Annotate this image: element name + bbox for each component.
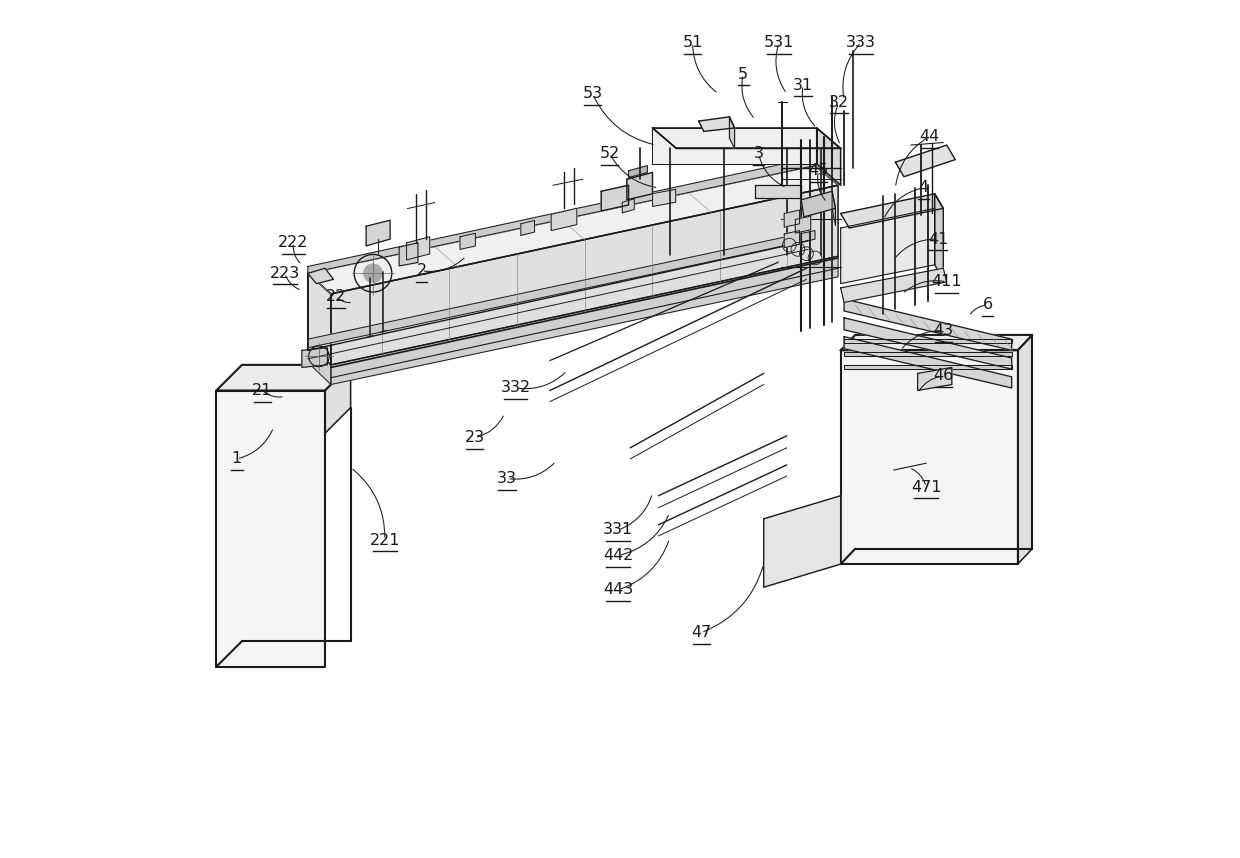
Circle shape <box>363 264 382 282</box>
Polygon shape <box>764 496 841 587</box>
Text: 471: 471 <box>911 480 941 495</box>
Polygon shape <box>629 166 647 178</box>
Polygon shape <box>622 199 634 213</box>
Text: 33: 33 <box>497 471 517 486</box>
Text: 41: 41 <box>928 232 949 246</box>
Text: 1: 1 <box>232 451 242 467</box>
Polygon shape <box>331 185 838 365</box>
Polygon shape <box>366 221 391 246</box>
Polygon shape <box>1018 335 1032 564</box>
Text: 32: 32 <box>828 94 849 110</box>
Text: 332: 332 <box>501 380 531 396</box>
Polygon shape <box>698 117 734 131</box>
Polygon shape <box>841 269 946 302</box>
Polygon shape <box>841 208 935 284</box>
Text: 51: 51 <box>682 35 703 50</box>
Text: 47: 47 <box>691 625 712 640</box>
Text: 4: 4 <box>919 180 929 196</box>
Text: 21: 21 <box>252 383 273 398</box>
Polygon shape <box>755 185 801 198</box>
Polygon shape <box>627 172 652 200</box>
Polygon shape <box>652 128 817 164</box>
Polygon shape <box>308 157 815 274</box>
Polygon shape <box>844 299 1012 350</box>
Polygon shape <box>216 390 325 667</box>
Polygon shape <box>817 128 841 185</box>
Polygon shape <box>841 194 944 228</box>
Polygon shape <box>801 191 836 217</box>
Text: 3: 3 <box>754 146 764 161</box>
Polygon shape <box>308 166 838 294</box>
Text: 333: 333 <box>846 35 877 50</box>
Polygon shape <box>325 365 351 433</box>
Polygon shape <box>331 257 838 384</box>
Polygon shape <box>844 317 1012 369</box>
Polygon shape <box>844 339 1012 343</box>
Polygon shape <box>784 210 800 227</box>
Text: 223: 223 <box>269 266 300 281</box>
Text: 531: 531 <box>764 35 795 50</box>
Text: 411: 411 <box>931 275 962 289</box>
Polygon shape <box>399 243 418 266</box>
Text: 45: 45 <box>808 163 828 178</box>
Polygon shape <box>844 336 1012 388</box>
Polygon shape <box>308 343 331 384</box>
Text: 22: 22 <box>326 289 346 304</box>
Polygon shape <box>832 191 836 226</box>
Polygon shape <box>308 269 334 284</box>
Text: 331: 331 <box>603 523 634 537</box>
Polygon shape <box>784 231 800 248</box>
Polygon shape <box>895 145 955 177</box>
Polygon shape <box>652 190 676 207</box>
Text: 23: 23 <box>465 430 485 445</box>
Text: 443: 443 <box>603 583 634 597</box>
Text: 221: 221 <box>370 533 401 547</box>
Polygon shape <box>729 117 734 148</box>
Text: 52: 52 <box>600 146 620 161</box>
Text: 44: 44 <box>920 129 940 144</box>
Text: 31: 31 <box>792 78 813 93</box>
Text: 43: 43 <box>934 323 954 338</box>
Polygon shape <box>407 237 430 260</box>
Polygon shape <box>652 128 841 148</box>
Polygon shape <box>521 221 534 235</box>
Text: 6: 6 <box>982 298 993 312</box>
Polygon shape <box>216 365 351 390</box>
Text: 222: 222 <box>278 235 309 250</box>
Polygon shape <box>935 194 944 280</box>
Polygon shape <box>460 233 475 250</box>
Text: 46: 46 <box>934 368 954 384</box>
Polygon shape <box>844 365 1012 369</box>
Text: 442: 442 <box>603 548 634 563</box>
Polygon shape <box>795 216 811 233</box>
Polygon shape <box>841 350 1018 564</box>
Text: 5: 5 <box>738 67 748 82</box>
Polygon shape <box>551 208 577 231</box>
Polygon shape <box>841 335 1032 350</box>
Polygon shape <box>308 231 815 347</box>
Polygon shape <box>918 367 952 390</box>
Polygon shape <box>308 274 331 365</box>
Polygon shape <box>844 352 1012 356</box>
Polygon shape <box>301 347 327 367</box>
Text: 53: 53 <box>583 87 603 101</box>
Text: 2: 2 <box>417 263 427 278</box>
Polygon shape <box>601 185 629 211</box>
